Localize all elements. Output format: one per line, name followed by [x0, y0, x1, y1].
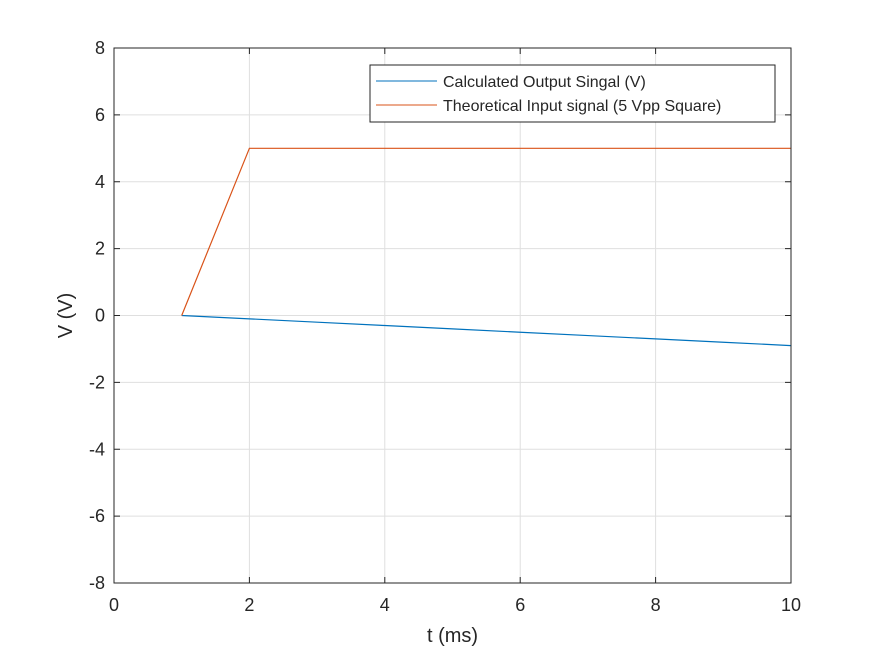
x-tick-label: 4 [380, 595, 390, 615]
y-tick-label: -8 [89, 573, 105, 593]
legend-entry-output: Calculated Output Singal (V) [443, 74, 646, 91]
series-line-input [181, 147, 791, 316]
y-tick-label: 8 [95, 38, 105, 58]
y-tick-label: -6 [89, 506, 105, 526]
x-tick-label: 10 [781, 595, 801, 615]
x-axis-label: t (ms) [427, 625, 478, 647]
y-axis-label: V (V) [55, 293, 77, 339]
y-tick-label: 2 [95, 239, 105, 259]
y-tick-label: 4 [95, 172, 105, 192]
plot-series [181, 147, 792, 347]
axis-ticks [113, 47, 792, 584]
x-tick-label: 6 [515, 595, 525, 615]
legend: Calculated Output Singal (V) Theoretical… [369, 64, 776, 123]
y-tick-label: 6 [95, 105, 105, 125]
legend-entry-input: Theoretical Input signal (5 Vpp Square) [443, 98, 721, 115]
x-tick-label: 2 [244, 595, 254, 615]
tick-labels: 0 2 4 6 8 10 -8 -6 -4 -2 0 2 4 6 8 [89, 38, 801, 615]
y-tick-label: 0 [95, 306, 105, 326]
x-tick-label: 8 [651, 595, 661, 615]
y-tick-label: -2 [89, 372, 105, 392]
y-tick-label: -4 [89, 439, 105, 459]
legend-box [369, 64, 776, 123]
x-tick-label: 0 [109, 595, 119, 615]
series-line-output [181, 314, 792, 347]
